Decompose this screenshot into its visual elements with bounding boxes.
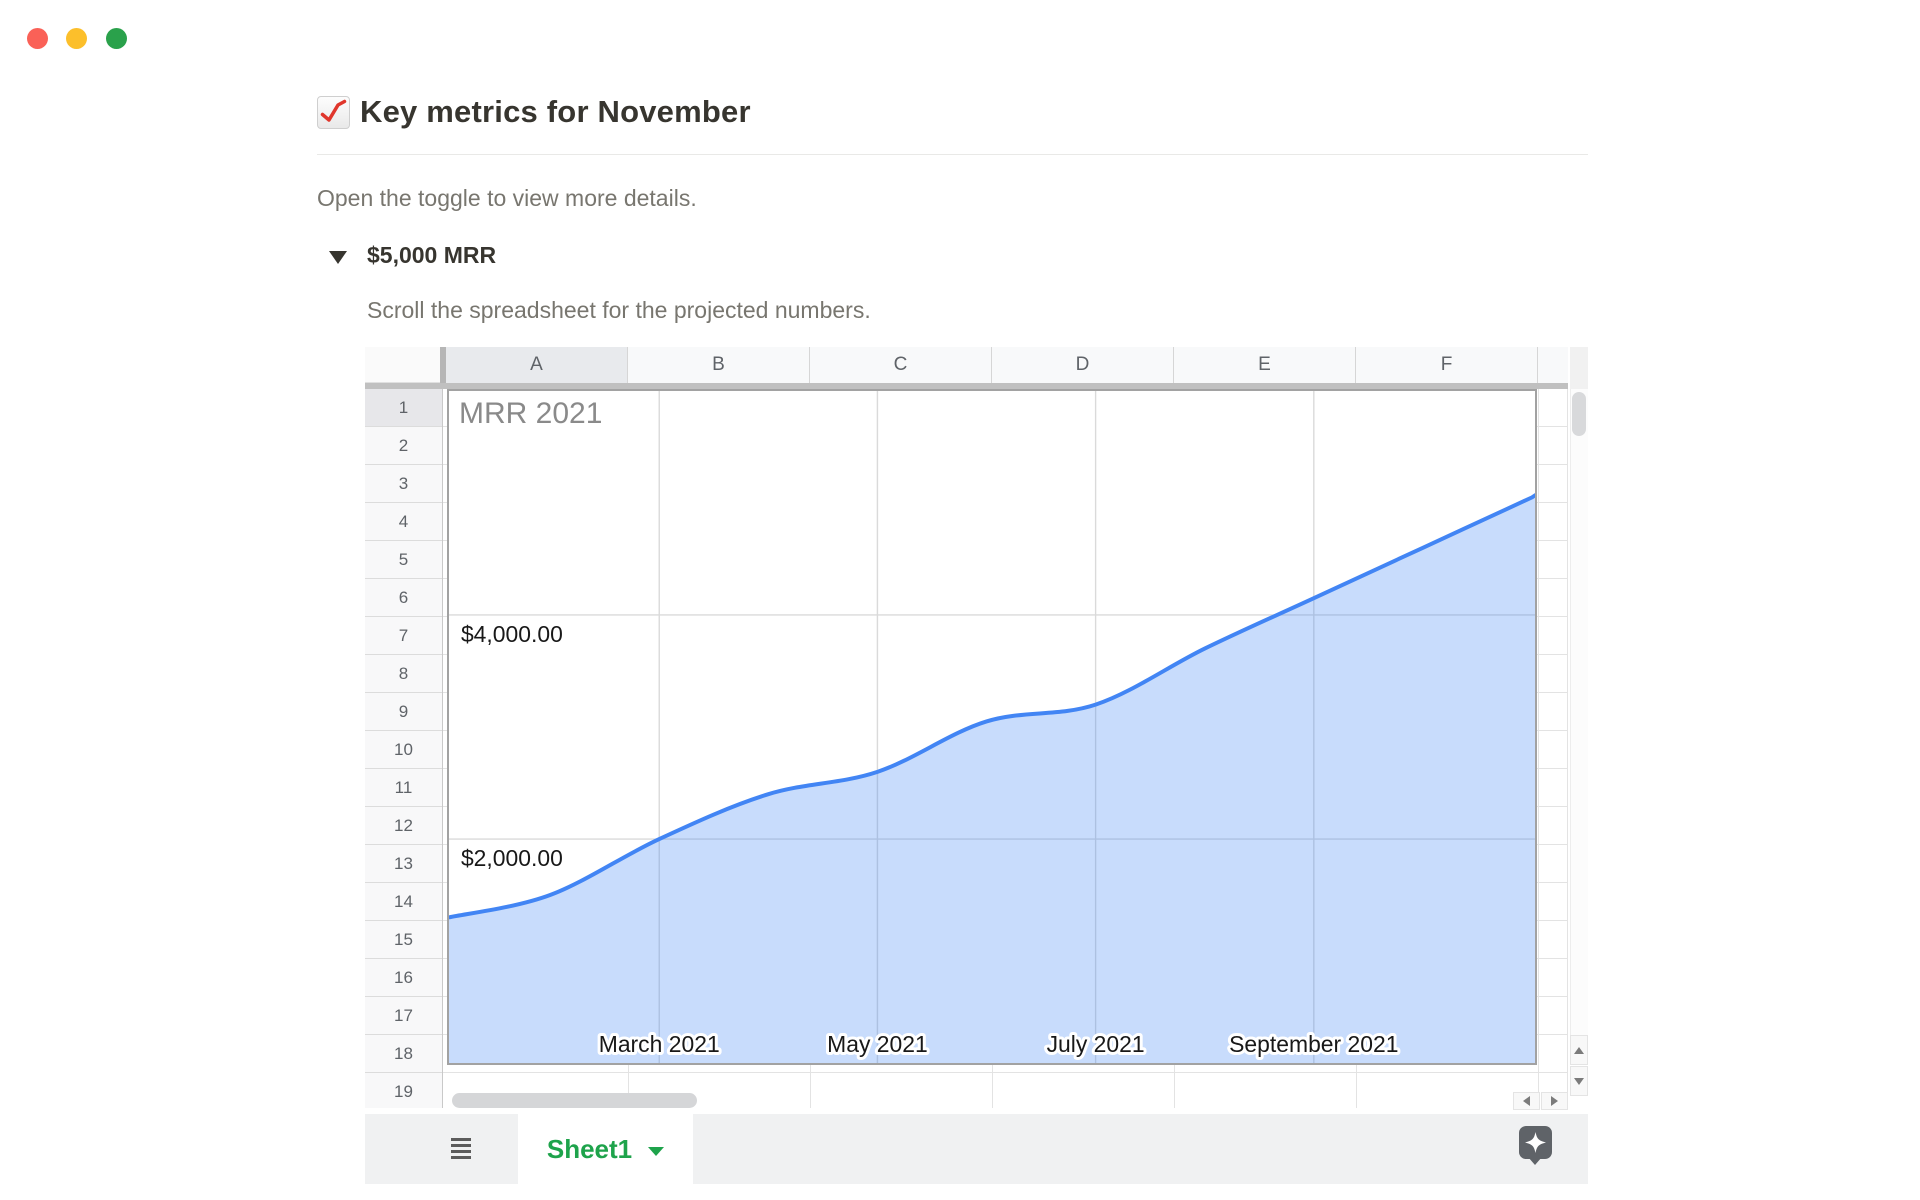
row-header-16[interactable]: 16 xyxy=(365,959,442,997)
svg-text:May 2021: May 2021 xyxy=(827,1031,928,1057)
intro-text: Open the toggle to view more details. xyxy=(317,185,697,211)
column-header-partial xyxy=(1538,347,1568,383)
arrow-right-icon xyxy=(1551,1096,1558,1106)
row-header-18[interactable]: 18 xyxy=(365,1035,442,1073)
vertical-scrollbar-gutter xyxy=(1570,347,1588,389)
sheet-tab-dropdown-icon xyxy=(648,1146,665,1156)
window-zoom-button[interactable] xyxy=(106,28,127,49)
row-header-2[interactable]: 2 xyxy=(365,427,442,465)
explore-button-notch xyxy=(1528,1157,1542,1165)
row-header-17[interactable]: 17 xyxy=(365,997,442,1035)
svg-text:March 2021: March 2021 xyxy=(599,1031,720,1057)
row-header-13[interactable]: 13 xyxy=(365,845,442,883)
row-header-15[interactable]: 15 xyxy=(365,921,442,959)
chart-increasing-icon xyxy=(317,95,350,129)
scroll-down-button[interactable] xyxy=(1570,1066,1588,1096)
row-header-10[interactable]: 10 xyxy=(365,731,442,769)
column-header-F[interactable]: F xyxy=(1356,347,1538,383)
svg-text:$2,000.00: $2,000.00 xyxy=(461,845,563,871)
scroll-up-button[interactable] xyxy=(1570,1035,1588,1065)
arrow-up-icon xyxy=(1574,1046,1584,1054)
svg-text:July 2021: July 2021 xyxy=(1047,1031,1145,1057)
select-all-corner[interactable] xyxy=(365,347,440,383)
scroll-right-button[interactable] xyxy=(1541,1092,1568,1110)
sheet-tab-label: Sheet1 xyxy=(546,1133,633,1164)
explore-button[interactable] xyxy=(1519,1126,1552,1159)
row-headers: 1 2 3 4 5 6 7 8 9 10 11 12 13 14 15 16 17 18 19 xyxy=(365,389,443,1108)
arrow-down-icon xyxy=(1574,1077,1584,1085)
column-header-C[interactable]: C xyxy=(810,347,992,383)
svg-text:September 2021: September 2021 xyxy=(1229,1031,1398,1057)
window-close-button[interactable] xyxy=(27,28,48,49)
row-header-19[interactable]: 19 xyxy=(365,1073,442,1108)
column-header-B[interactable]: B xyxy=(628,347,810,383)
chart-title: MRR 2021 xyxy=(459,397,603,430)
chart-canvas: $2,000.00 $4,000.00 March 2021 May 2021 July… xyxy=(449,391,1535,1063)
page-title-row: Key metrics for November xyxy=(317,94,751,130)
row-header-12[interactable]: 12 xyxy=(365,807,442,845)
row-header-4[interactable]: 4 xyxy=(365,503,442,541)
row-header-6[interactable]: 6 xyxy=(365,579,442,617)
row-header-14[interactable]: 14 xyxy=(365,883,442,921)
row-header-1[interactable]: 1 xyxy=(365,389,442,427)
toggle-body-text: Scroll the spreadsheet for the projected… xyxy=(367,297,871,323)
vertical-scrollbar-track[interactable] xyxy=(1570,389,1588,1035)
horizontal-scrollbar-thumb[interactable] xyxy=(452,1093,697,1108)
column-header-D[interactable]: D xyxy=(992,347,1174,383)
toggle-block[interactable]: $5,000 MRR xyxy=(329,242,496,269)
column-header-E[interactable]: E xyxy=(1174,347,1356,383)
grid-column-border xyxy=(1538,389,1539,1108)
scroll-left-button[interactable] xyxy=(1513,1092,1540,1110)
window-minimize-button[interactable] xyxy=(66,28,87,49)
arrow-left-icon xyxy=(1523,1096,1530,1106)
page-title: Key metrics for November xyxy=(360,94,751,129)
all-sheets-menu-icon[interactable] xyxy=(451,1138,471,1160)
svg-text:$4,000.00: $4,000.00 xyxy=(461,621,563,647)
mrr-area-chart[interactable]: $2,000.00 $4,000.00 March 2021 May 2021 July… xyxy=(447,389,1537,1065)
sheet-tab-bar: Sheet1 xyxy=(365,1114,1588,1184)
title-divider xyxy=(317,154,1588,155)
row-header-9[interactable]: 9 xyxy=(365,693,442,731)
row-header-3[interactable]: 3 xyxy=(365,465,442,503)
sheet-tab[interactable]: Sheet1 xyxy=(518,1114,693,1184)
vertical-scrollbar-thumb[interactable] xyxy=(1572,392,1586,436)
row-header-5[interactable]: 5 xyxy=(365,541,442,579)
toggle-open-arrow-icon[interactable] xyxy=(329,250,347,264)
column-header-A[interactable]: A xyxy=(446,347,628,383)
row-header-11[interactable]: 11 xyxy=(365,769,442,807)
row-header-8[interactable]: 8 xyxy=(365,655,442,693)
explore-star-icon xyxy=(1525,1132,1546,1153)
header-divider-strip xyxy=(365,383,1568,389)
frozen-divider-bar xyxy=(440,347,446,389)
row-header-7[interactable]: 7 xyxy=(365,617,442,655)
toggle-label: $5,000 MRR xyxy=(367,242,497,268)
